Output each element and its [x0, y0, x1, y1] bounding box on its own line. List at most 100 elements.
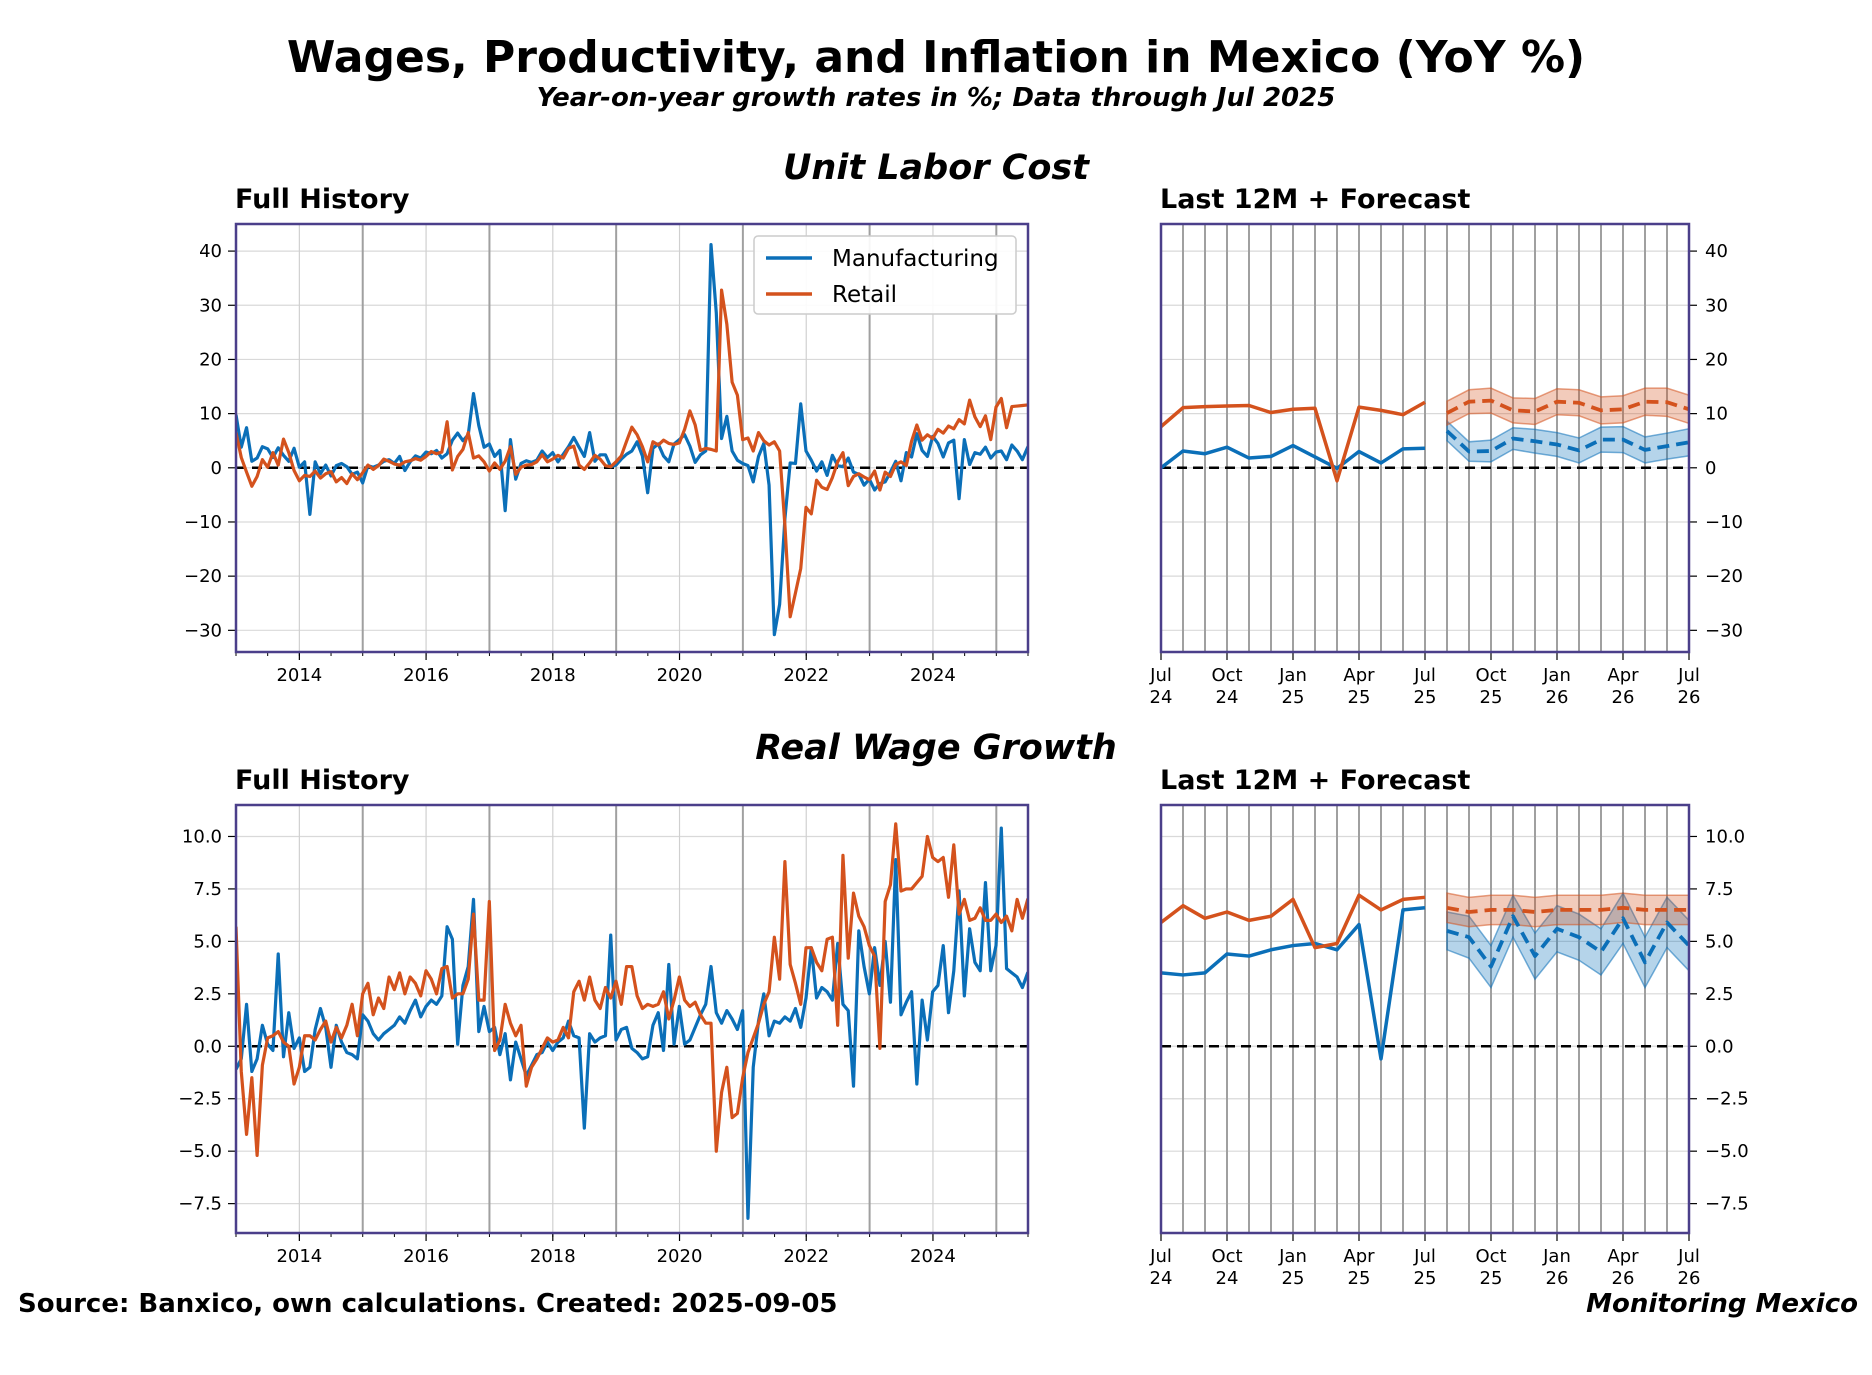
- rwg-recent-xtick-label: 26: [1612, 1268, 1635, 1289]
- panel-title-rwg-recent: Last 12M + Forecast: [1160, 765, 1471, 796]
- ulc-full-retail-line: [236, 288, 1028, 619]
- rwg-recent-manufacturing-forecast-band: [1446, 891, 1689, 990]
- page-title: Wages, Productivity, and Inflation in Me…: [286, 32, 1586, 83]
- ulc-recent-xtick-label: Jul: [1677, 665, 1700, 686]
- rwg-recent-retail-forecast-line: [1446, 905, 1689, 914]
- ulc-full-panel: −30 −20 −10 0 10 20 30 40 2014 2016 2018 2020 2022 20…: [184, 222, 1030, 686]
- ulc-recent-xtick-label: 26: [1612, 687, 1635, 708]
- ulc-recent-xtick-label: Jan: [1278, 665, 1307, 686]
- ulc-full-ytick-label: 10: [199, 404, 222, 425]
- rwg-full-retail-line: [236, 822, 1028, 1157]
- rwg-recent-xtick-label: 25: [1282, 1268, 1305, 1289]
- ulc-recent-xtick-label: 26: [1546, 687, 1569, 708]
- ulc-recent-ytick-label: −20: [1705, 566, 1743, 587]
- ulc-recent-panel: −30−20−10010203040Jul24Oct24Jan25Apr25Ju…: [1149, 222, 1743, 708]
- rwg-recent-xtick-label: Jul: [1677, 1246, 1700, 1267]
- ulc-recent-plot-area: [1161, 387, 1689, 483]
- rwg-recent-ytick-label: −7.5: [1705, 1194, 1749, 1215]
- rwg-recent-xtick-label: Apr: [1607, 1246, 1639, 1267]
- section-title-real-wage-growth: Real Wage Growth: [755, 728, 1117, 768]
- ulc-recent-retail-forecast-band: [1446, 387, 1689, 427]
- ulc-recent-xtick-label: 24: [1216, 687, 1239, 708]
- rwg-full-ytick-label: 10.0: [182, 826, 222, 847]
- rwg-recent-xtick-label: 24: [1216, 1268, 1239, 1289]
- rwg-full-ytick-label: −5.0: [178, 1141, 222, 1162]
- ulc-recent-xtick-label: Jul: [1149, 665, 1172, 686]
- rwg-recent-ytick-label: 5.0: [1705, 931, 1734, 952]
- rwg-full-xtick-label: 2022: [783, 1246, 829, 1267]
- ulc-full-frame: [234, 222, 1030, 654]
- rwg-recent-retail-actual-line: [1161, 893, 1426, 950]
- ulc-full-ytick-label: −20: [184, 566, 222, 587]
- ulc-recent-ytick-label: 10: [1705, 404, 1728, 425]
- rwg-recent-xtick-label: 25: [1348, 1268, 1371, 1289]
- rwg-recent-ytick-label: −2.5: [1705, 1089, 1749, 1110]
- rwg-recent-xtick-label: Oct: [1211, 1246, 1242, 1267]
- ulc-full-ytick-label: 30: [199, 295, 222, 316]
- rwg-recent-xtick-label: 26: [1678, 1268, 1701, 1289]
- rwg-recent-ytick-label: 7.5: [1705, 879, 1734, 900]
- rwg-recent-manufacturing-forecast-line: [1446, 914, 1689, 969]
- section-title-unit-labor-cost: Unit Labor Cost: [782, 148, 1089, 188]
- ulc-recent-xtick-label: 25: [1414, 687, 1437, 708]
- ulc-full-plot-area: [236, 242, 1028, 637]
- ulc-recent-xtick-label: 25: [1480, 687, 1503, 708]
- rwg-full-plot-area: [236, 822, 1028, 1220]
- ulc-recent-ytick-label: −30: [1705, 620, 1743, 641]
- ulc-full-xtick-label: 2016: [403, 665, 449, 686]
- rwg-recent-panel: −7.5−5.0−2.50.02.55.07.510.0Jul24Oct24Ja…: [1149, 803, 1749, 1289]
- ulc-recent-frame: [1159, 222, 1691, 654]
- ulc-full-xtick-label: 2014: [276, 665, 322, 686]
- ulc-full-ytick-label: 40: [199, 241, 222, 262]
- rwg-full-ytick-label: 7.5: [193, 879, 222, 900]
- ulc-recent-manufacturing-forecast-band: [1446, 419, 1689, 464]
- page-subtitle: Year-on-year growth rates in %; Data thr…: [536, 83, 1336, 113]
- ulc-recent-xtick-label: Jul: [1413, 665, 1436, 686]
- rwg-recent-xtick-label: Jul: [1149, 1246, 1172, 1267]
- legend-label-manufacturing: Manufacturing: [832, 246, 999, 272]
- ulc-recent-ytick-label: 0: [1705, 458, 1716, 479]
- rwg-recent-xtick-label: Jan: [1278, 1246, 1307, 1267]
- rwg-full-panel: −7.5 −5.0 −2.5 0.0 2.5 5.0 7.5 10.0 2014 2016 2018…: [178, 803, 1030, 1267]
- ulc-full-xtick-label: 2024: [910, 665, 956, 686]
- ulc-full-ytick-label: −30: [184, 620, 222, 641]
- ulc-recent-xtick-label: 24: [1150, 687, 1173, 708]
- rwg-full-ytick-label: −2.5: [178, 1089, 222, 1110]
- rwg-full-xtick-label: 2020: [657, 1246, 703, 1267]
- ulc-recent-xtick-label: 26: [1678, 687, 1701, 708]
- ulc-recent-xtick-label: Oct: [1211, 665, 1242, 686]
- ulc-recent-ytick-label: 20: [1705, 349, 1728, 370]
- rwg-full-ytick-label: 5.0: [193, 931, 222, 952]
- panel-title-ulc-recent: Last 12M + Forecast: [1160, 184, 1471, 215]
- ulc-recent-retail-forecast-line: [1446, 398, 1689, 415]
- rwg-recent-ytick-label: 10.0: [1705, 826, 1745, 847]
- rwg-full-xtick-label: 2016: [403, 1246, 449, 1267]
- rwg-recent-xtick-label: Jul: [1413, 1246, 1436, 1267]
- rwg-recent-xtick-label: 25: [1480, 1268, 1503, 1289]
- ulc-full-xtick-label: 2022: [783, 665, 829, 686]
- rwg-recent-plot-area: [1161, 891, 1689, 1061]
- ulc-recent-xtick-label: 25: [1348, 687, 1371, 708]
- rwg-full-ytick-label: −7.5: [178, 1194, 222, 1215]
- ulc-recent-ytick-label: 40: [1705, 241, 1728, 262]
- rwg-full-xtick-label: 2024: [910, 1246, 956, 1267]
- panel-title-ulc-full: Full History: [235, 184, 410, 215]
- rwg-full-ytick-label: 2.5: [193, 984, 222, 1005]
- footer-source: Source: Banxico, own calculations. Creat…: [18, 1289, 838, 1319]
- rwg-recent-xtick-label: 25: [1414, 1268, 1437, 1289]
- rwg-recent-ytick-label: 0.0: [1705, 1036, 1734, 1057]
- footer-brand: Monitoring Mexico: [1586, 1289, 1858, 1319]
- ulc-recent-ytick-label: −10: [1705, 512, 1743, 533]
- ulc-full-ytick-label: −10: [184, 512, 222, 533]
- ulc-recent-xtick-label: Apr: [1343, 665, 1375, 686]
- rwg-full-ytick-label: 0.0: [193, 1036, 222, 1057]
- rwg-recent-manufacturing-actual-line: [1161, 906, 1426, 1061]
- rwg-recent-ytick-label: 2.5: [1705, 984, 1734, 1005]
- ulc-full-xtick-label: 2020: [657, 665, 703, 686]
- rwg-recent-frame: [1159, 803, 1691, 1235]
- rwg-full-xtick-label: 2018: [530, 1246, 576, 1267]
- ulc-full-ytick-label: 0: [211, 458, 222, 479]
- legend-box: [753, 235, 1017, 315]
- ulc-recent-xtick-label: Oct: [1475, 665, 1506, 686]
- ulc-recent-manufacturing-forecast-line: [1445, 429, 1689, 454]
